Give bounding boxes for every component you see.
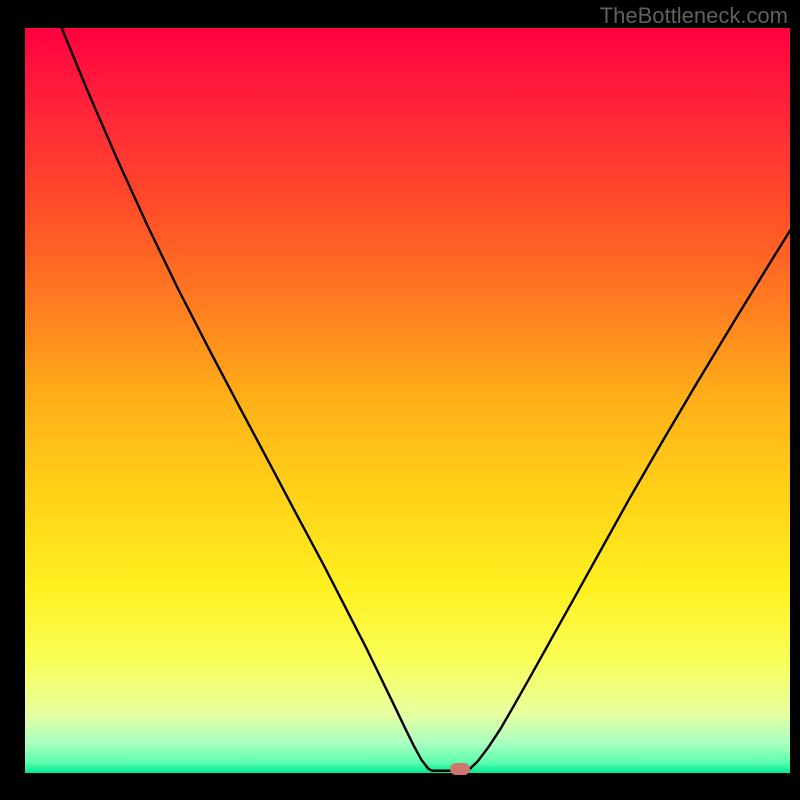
optimum-marker — [450, 763, 470, 775]
plot-area — [25, 28, 790, 773]
watermark-text: TheBottleneck.com — [600, 3, 788, 29]
chart-container: TheBottleneck.com — [0, 0, 800, 800]
